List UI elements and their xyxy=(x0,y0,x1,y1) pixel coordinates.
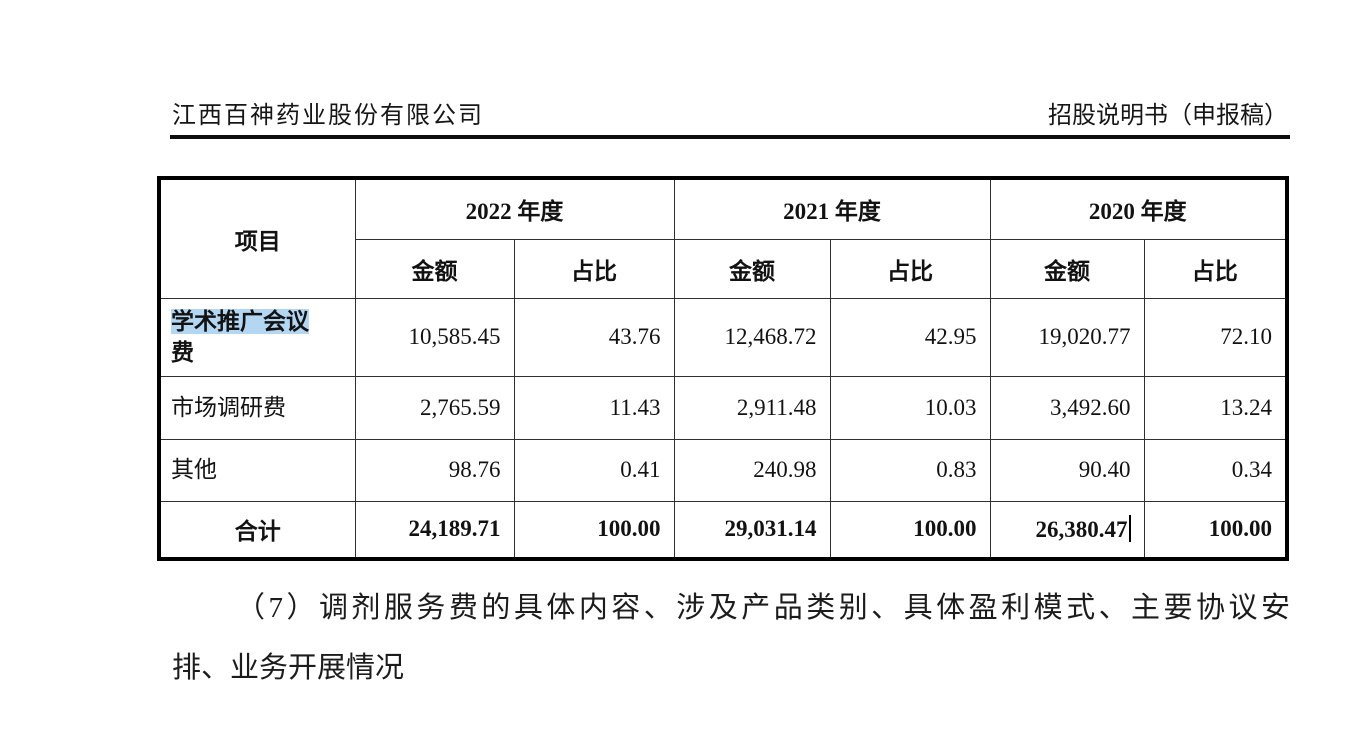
page-header: 江西百神药业股份有限公司 招股说明书（申报稿） xyxy=(172,95,1288,130)
row-label-market-research: 市场调研费 xyxy=(158,375,356,440)
col-header-amount-2022: 金额 xyxy=(354,238,515,299)
cell-value: 10,585.45 xyxy=(354,297,515,377)
row-label-other: 其他 xyxy=(158,438,356,502)
header-rule xyxy=(170,135,1290,139)
table-row-other: 其他 98.76 0.41 240.98 0.83 90.40 0.34 xyxy=(158,438,1288,502)
cell-value: 2,765.59 xyxy=(354,375,515,440)
cell-total-value: 24,189.71 xyxy=(354,500,515,560)
table-row-academic-promotion: 学术推广会议费 10,585.45 43.76 12,468.72 42.95 … xyxy=(158,297,1288,377)
cell-value: 0.41 xyxy=(513,438,675,502)
col-header-year-2022: 2022 年度 xyxy=(354,177,675,240)
col-header-ratio-2022: 占比 xyxy=(513,238,675,299)
cell-value: 43.76 xyxy=(513,297,675,377)
cell-value: 12,468.72 xyxy=(673,297,831,377)
doc-title: 招股说明书（申报稿） xyxy=(1048,103,1288,129)
col-header-ratio-2021: 占比 xyxy=(829,238,991,299)
cell-value: 13.24 xyxy=(1143,375,1288,440)
row-label-academic-promotion: 学术推广会议费 xyxy=(158,297,356,377)
cell-value: 72.10 xyxy=(1143,297,1288,377)
cell-value: 19,020.77 xyxy=(989,297,1145,377)
cell-value: 98.76 xyxy=(354,438,515,502)
cell-value: 240.98 xyxy=(673,438,831,502)
expense-breakdown-table: 项目 2022 年度 2021 年度 2020 年度 金额 占比 金额 占比 金… xyxy=(157,176,1289,561)
cell-value: 3,492.60 xyxy=(989,375,1145,440)
col-header-year-2020: 2020 年度 xyxy=(989,177,1288,240)
col-header-amount-2020: 金额 xyxy=(989,238,1145,299)
table-row-market-research: 市场调研费 2,765.59 11.43 2,911.48 10.03 3,49… xyxy=(158,375,1288,440)
cell-value: 0.34 xyxy=(1143,438,1288,502)
paragraph-line-1: （7）调剂服务费的具体内容、涉及产品类别、具体盈利模式、主要协议安 xyxy=(236,592,1290,624)
table-header-years-row: 项目 2022 年度 2021 年度 2020 年度 xyxy=(158,177,1288,299)
col-header-ratio-2020: 占比 xyxy=(1143,238,1288,299)
cell-total-value-with-caret: 26,380.47 xyxy=(989,500,1145,560)
cell-value: 0.83 xyxy=(829,438,991,502)
row-label-rest: 费 xyxy=(171,340,194,365)
cell-total-value: 100.00 xyxy=(829,500,991,560)
cell-value: 42.95 xyxy=(829,297,991,377)
col-header-year-2021: 2021 年度 xyxy=(673,177,991,240)
cell-value: 2,911.48 xyxy=(673,375,831,440)
cell-total-value: 100.00 xyxy=(513,500,675,560)
paragraph-line-2: 排、业务开展情况 xyxy=(172,652,405,684)
cell-value: 11.43 xyxy=(513,375,675,440)
cell-total-value: 29,031.14 xyxy=(673,500,831,560)
col-header-item: 项目 xyxy=(158,177,356,299)
table-row-total: 合计 24,189.71 100.00 29,031.14 100.00 26,… xyxy=(158,500,1288,560)
section-heading-paragraph: （7）调剂服务费的具体内容、涉及产品类别、具体盈利模式、主要协议安 排、业务开展… xyxy=(172,584,1290,686)
col-header-amount-2021: 金额 xyxy=(673,238,831,299)
selection-highlight: 学术推广会议 xyxy=(171,308,309,334)
row-label-total: 合计 xyxy=(158,500,356,560)
cell-value: 90.40 xyxy=(989,438,1145,502)
cell-total-value: 26,380.47 xyxy=(1035,517,1128,543)
cell-value: 10.03 xyxy=(829,375,991,440)
text-caret xyxy=(1128,515,1131,543)
company-name: 江西百神药业股份有限公司 xyxy=(172,103,484,129)
cell-total-value: 100.00 xyxy=(1143,500,1288,560)
